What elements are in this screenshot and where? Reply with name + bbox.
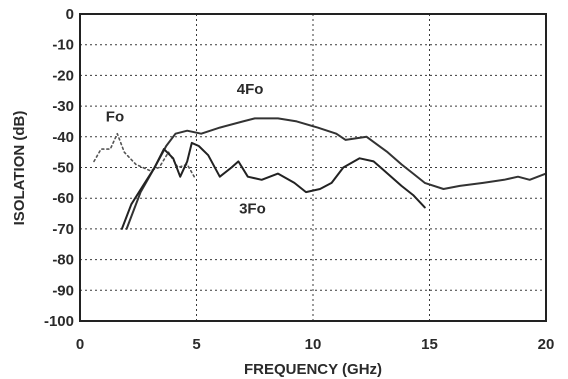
x-tick-label: 5: [192, 336, 200, 353]
y-tick-labels: 0 -10 -20 -30 -40 -50 -60 -70 -80 -90 -100: [44, 6, 74, 330]
y-tick-label: -70: [52, 221, 74, 238]
y-tick-label: -40: [52, 129, 74, 146]
x-tick-label: 10: [305, 336, 322, 353]
annotation-4fo: 4Fo: [237, 81, 264, 98]
plot-frame: [79, 13, 547, 322]
series-layer: [93, 117, 547, 230]
y-tick-label: 0: [66, 6, 74, 23]
x-tick-label: 0: [76, 336, 84, 353]
y-tick-label: -100: [44, 313, 74, 330]
y-tick-label: -60: [52, 190, 74, 207]
y-tick-label: -20: [52, 67, 74, 84]
x-axis-label: FREQUENCY (GHz): [244, 361, 382, 378]
x-tick-label: 15: [421, 336, 438, 353]
y-tick-label: -90: [52, 282, 74, 299]
y-tick-label: -80: [52, 252, 74, 269]
x-tick-labels: 0 5 10 15 20: [76, 336, 555, 353]
x-tick-label: 20: [538, 336, 555, 353]
grid-layer: [80, 14, 546, 321]
y-tick-label: -30: [52, 98, 74, 115]
annotations: Fo 4Fo 3Fo: [106, 81, 266, 218]
series-line-3fo: [120, 141, 426, 230]
annotation-3fo: 3Fo: [239, 201, 266, 218]
series-line-fo: [93, 132, 195, 178]
series-line-4fo: [125, 117, 547, 230]
y-tick-label: -10: [52, 37, 74, 54]
y-axis-label: ISOLATION (dB): [11, 111, 28, 226]
y-tick-label: -50: [52, 160, 74, 177]
annotation-fo: Fo: [106, 108, 124, 125]
